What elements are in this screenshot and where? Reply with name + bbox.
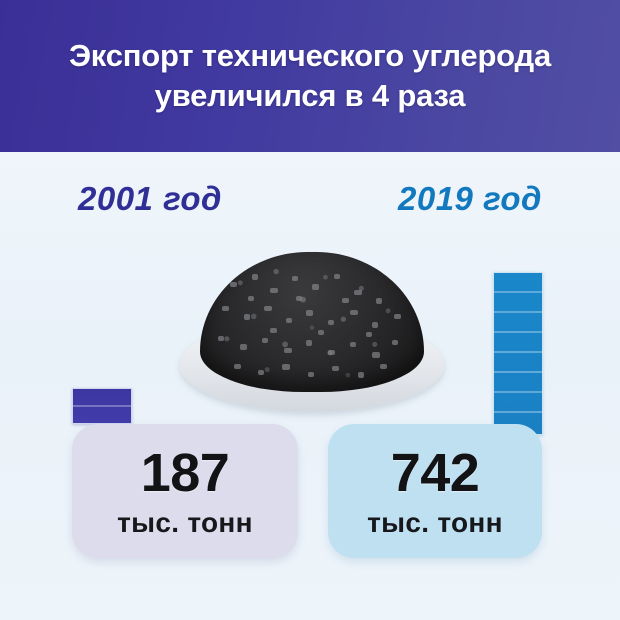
value-card-2001: 187 тыс. тонн xyxy=(72,424,298,558)
pile-granules-icon xyxy=(218,274,401,378)
pile-mound xyxy=(200,252,424,392)
year-label-2001: 2001 год xyxy=(78,180,222,217)
unit-2001: тыс. тонн xyxy=(117,506,253,538)
bar-2019-segments xyxy=(494,273,542,434)
bar-2019 xyxy=(493,272,543,435)
bar-2001 xyxy=(72,388,132,424)
value-card-2019: 742 тыс. тонн xyxy=(328,424,542,558)
carbon-pile-illustration xyxy=(178,248,446,413)
unit-2019: тыс. тонн xyxy=(367,506,503,538)
bar-2001-segments xyxy=(73,389,131,423)
header-band: Экспорт технического углерода увеличился… xyxy=(0,0,620,152)
value-2001: 187 xyxy=(140,442,230,503)
value-2019: 742 xyxy=(390,442,480,503)
year-label-2019: 2019 год xyxy=(398,180,542,217)
page-title: Экспорт технического углерода увеличился… xyxy=(68,38,552,113)
